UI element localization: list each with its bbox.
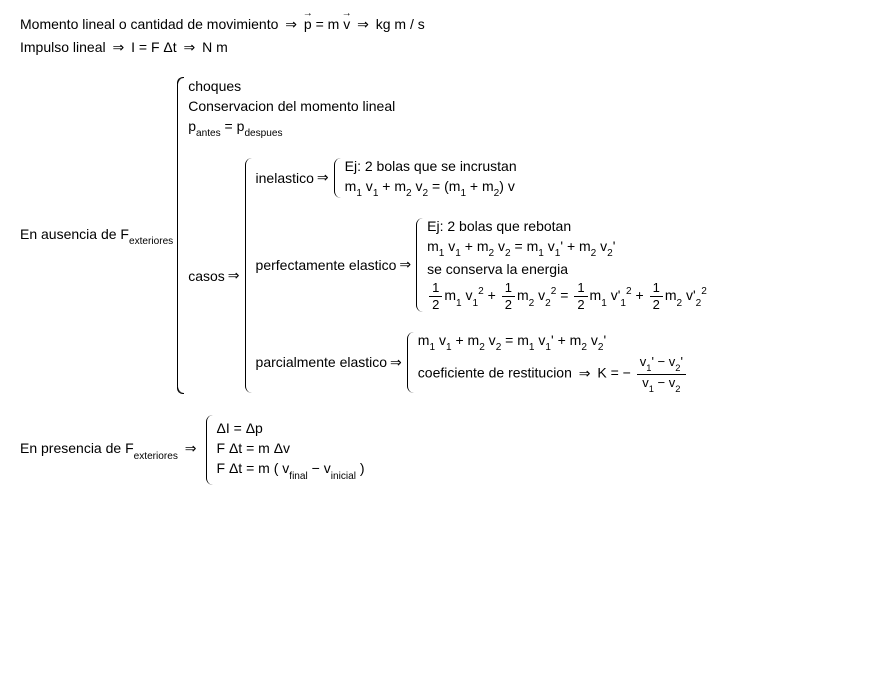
block-absence-exterior-forces: En ausencia de Fexteriores choques Conse… [20,78,857,393]
arrow-icon: ⇒ [113,39,125,56]
case-label: perfectamente elastico [256,257,397,273]
equation: F Δt = m Δv [217,440,365,456]
text: Conservacion del momento lineal [188,98,707,114]
energy-text: se conserva la energia [427,261,707,277]
brace-icon [407,332,414,394]
text: = m [316,16,340,32]
block-label: En ausencia de Fexteriores [20,226,177,246]
units: N m [202,39,228,55]
arrow-icon: ⇒ [228,267,240,284]
brace-icon [177,78,184,393]
equation: F Δt = m ( vfinal − vinicial ) [217,460,365,480]
arrow-icon: ⇒ [390,354,402,371]
case-label: inelastico [256,170,314,186]
arrow-icon: ⇒ [184,39,196,56]
arrow-icon: ⇒ [399,256,411,273]
restitution-coef: coeficiente de restitucion ⇒ K = − v1' −… [418,355,688,393]
text: Momento lineal o cantidad de movimiento [20,16,278,32]
text: Impulso lineal [20,39,106,55]
conservation-header: choques Conservacion del momento lineal … [188,78,707,138]
cases-label: casos [188,268,225,284]
arrow-icon: ⇒ [317,169,329,186]
vector-p: p [304,16,312,32]
case-partially-elastic: parcialmente elastico ⇒ m1 v1 + m2 v2 = … [256,332,707,394]
cases-group: casos ⇒ inelastico ⇒ Ej: 2 bolas que se … [188,158,707,393]
equation-conservation: pantes = pdespues [188,118,707,138]
units: kg m / s [376,16,425,32]
brace-icon [206,415,213,485]
equation-momentum: m1 v1 + m2 v2 = m1 v1' + m2 v2' [418,332,688,352]
equation-momentum: m1 v1 + m2 v2 = m1 v1' + m2 v2' [427,238,707,258]
case-inelastic: inelastico ⇒ Ej: 2 bolas que se incrusta… [256,158,707,198]
equation: I = F Δt [131,39,177,55]
case-perfectly-elastic: perfectamente elastico ⇒ Ej: 2 bolas que… [256,218,707,312]
brace-icon [416,218,423,312]
definition-impulse: Impulso lineal ⇒ I = F Δt ⇒ N m [20,39,857,56]
brace-icon [245,158,252,393]
brace-icon [334,158,341,198]
arrow-icon: ⇒ [285,16,297,33]
block-label: En presencia de Fexteriores ⇒ [20,440,204,460]
equation-inelastic: m1 v1 + m2 v2 = (m1 + m2) v [345,178,517,198]
arrow-icon: ⇒ [357,16,369,33]
example-text: Ej: 2 bolas que rebotan [427,218,707,234]
equation: ΔI = Δp [217,420,365,436]
block-presence-exterior-forces: En presencia de Fexteriores ⇒ ΔI = Δp F … [20,415,857,485]
definition-momentum: Momento lineal o cantidad de movimiento … [20,16,857,33]
example-text: Ej: 2 bolas que se incrustan [345,158,517,174]
case-label: parcialmente elastico [256,354,388,370]
arrow-icon: ⇒ [185,440,197,457]
equation-energy: 12m1 v12 + 12m2 v22 = 12m1 v'12 + 12m2 v… [427,281,707,311]
text: choques [188,78,707,94]
vector-v: v [343,16,350,32]
